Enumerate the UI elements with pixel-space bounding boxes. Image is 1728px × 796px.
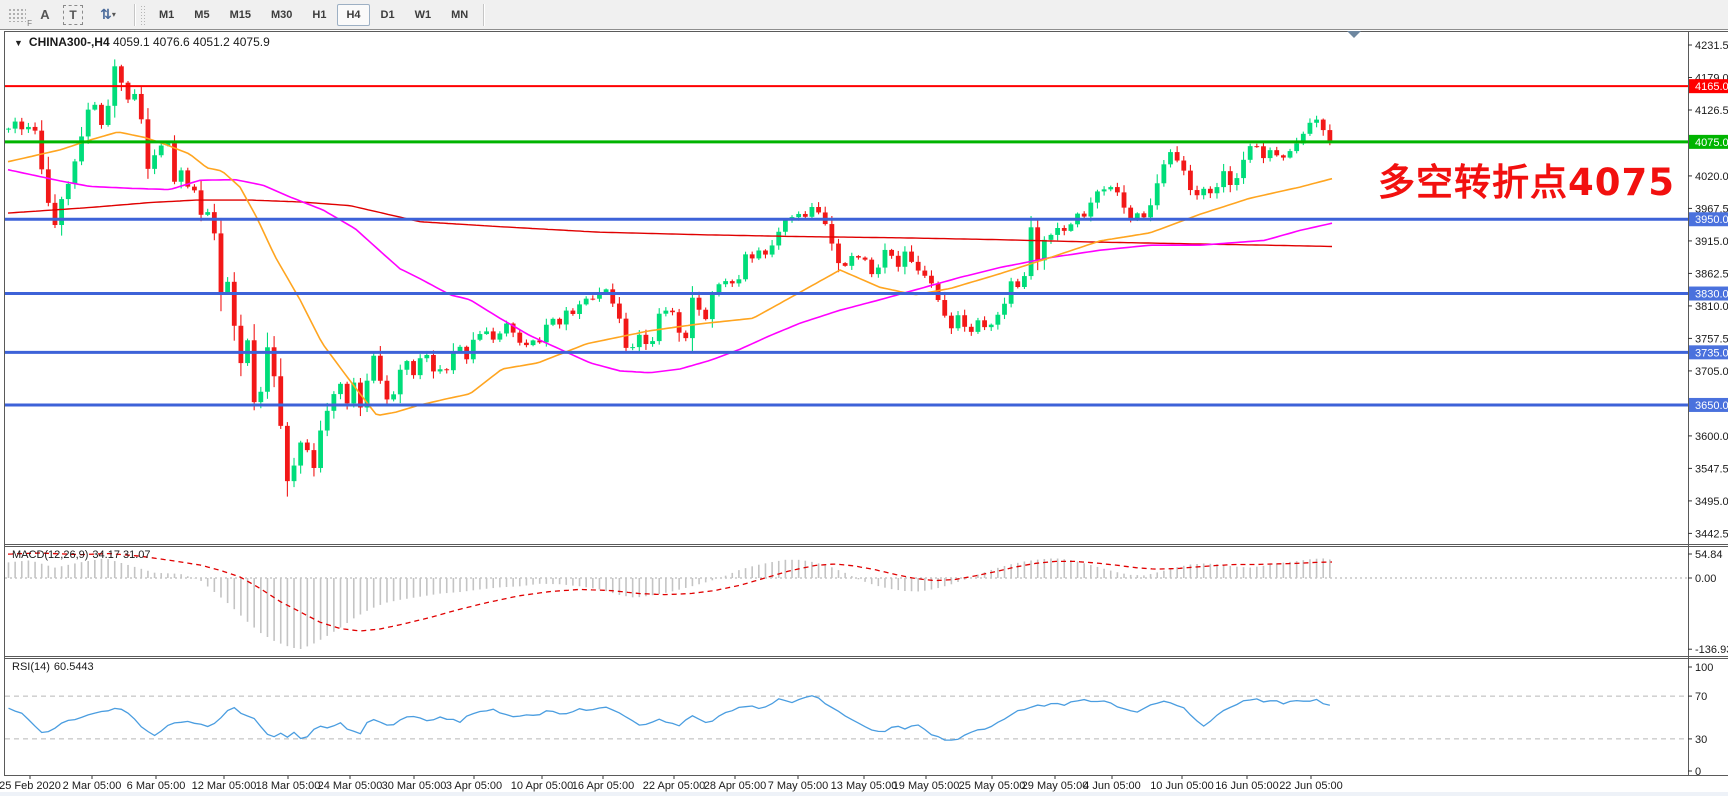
timeframe-button-m5[interactable]: M5 [185,4,218,26]
chart-canvas[interactable]: 4231.54179.04126.54020.03967.53915.03862… [0,30,1728,796]
candles-layer [6,59,1333,497]
timeframe-button-h1[interactable]: H1 [303,4,335,26]
time-axis: 25 Feb 2020 2 Mar 05:00 6 Mar 05:00 12 Mar … [0,776,1343,792]
text-tool-icon: T [63,4,83,25]
macd-axis-label: -136.93 [1695,644,1728,656]
price-tick-label: 3547.5 [1695,463,1728,475]
price-tag-label: 4075.0 [1695,137,1728,149]
price-axis: 4231.54179.04126.54020.03967.53915.03862… [1688,40,1728,540]
timeframe-button-h4[interactable]: H4 [337,3,370,26]
price-tag-label: 3650.0 [1695,400,1728,412]
price-tag-4165.0 [1689,79,1728,94]
ma-mid-magenta-line [7,168,1333,374]
time-tick-label: 7 May 05:00 [768,780,829,792]
rsi-pane[interactable]: 100 70 30 0 [5,662,1713,778]
price-tag-3950.0 [1689,212,1728,227]
macd-axis-label: 0.00 [1695,573,1716,585]
macd-name: MACD(12,26,9) [12,549,89,561]
rsi-name: RSI(14) [12,661,50,673]
time-tick-label: 28 Apr 05:00 [704,780,766,792]
ohlc-values: 4059.1 4076.6 4051.2 4075.9 [112,35,270,49]
timeframe-button-w1[interactable]: W1 [406,4,441,26]
macd-pane[interactable]: 54.84 0.00 -136.93 [5,549,1728,656]
rsi-line [8,695,1331,741]
chevron-down-icon: ▾ [111,10,116,19]
price-tag-3650.0 [1689,397,1728,412]
price-tick-label: 3757.5 [1695,333,1728,345]
time-tick-label: 3 Apr 05:00 [446,780,502,792]
price-tag-label: 3950.0 [1695,214,1728,226]
price-tag-label: 3830.0 [1695,289,1728,301]
time-tick-label: 16 Jun 05:00 [1215,780,1279,792]
chart-title: ▼ CHINA300-,H4 4059.1 4076.6 4051.2 4075.… [14,35,270,49]
timeframe-button-mn[interactable]: MN [442,4,477,26]
macd-axis-label: 54.84 [1695,549,1723,561]
cycle-arrows-button[interactable]: ⇅ ▾ [88,3,128,27]
price-tick-label: 4126.5 [1695,105,1728,117]
time-tick-label: 12 Mar 05:00 [192,780,257,792]
scroll-to-end-icon[interactable] [1347,31,1361,38]
time-tick-label: 24 Mar 05:00 [318,780,383,792]
price-tag-3735.0 [1689,345,1728,360]
price-tag-label: 4165.0 [1695,81,1728,93]
timeframe-button-d1[interactable]: D1 [372,4,404,26]
price-tag-4075.0 [1689,134,1728,149]
rsi-indicator-label: RSI(14) 60.5443 [12,661,94,673]
price-tick-label: 4020.0 [1695,171,1728,183]
time-tick-label: 10 Apr 05:00 [511,780,573,792]
time-tick-label: 2 Mar 05:00 [63,780,122,792]
time-tick-label: 10 Jun 05:00 [1150,780,1214,792]
time-tick-label: 6 Mar 05:00 [127,780,186,792]
timeframe-button-m1[interactable]: M1 [150,4,183,26]
price-tick-label: 3442.5 [1695,528,1728,540]
price-tag-3830.0 [1689,286,1728,301]
rsi-axis-label: 70 [1695,691,1707,703]
time-tick-label: 30 Mar 05:00 [382,780,447,792]
price-tick-label: 3915.0 [1695,236,1728,248]
price-tick-label: 3600.0 [1695,431,1728,443]
price-tick-label: 3810.0 [1695,301,1728,313]
timeframe-button-group: M1 M5 M15 M30 H1 H4 D1 W1 MN [149,3,478,26]
time-tick-label: 25 May 05:00 [959,780,1026,792]
price-tag-label: 3735.0 [1695,347,1728,359]
rsi-axis-label: 100 [1695,662,1713,674]
symbol-label: CHINA300-,H4 [28,35,110,49]
time-tick-label: 16 Apr 05:00 [572,780,634,792]
price-tick-label: 3862.5 [1695,268,1728,280]
toolbar-grip-handle[interactable] [140,4,145,25]
price-tick-label: 3495.0 [1695,496,1728,508]
macd-indicator-label: MACD(12,26,9) 34.17 31.07 [12,549,151,561]
toolbar-separator [483,3,485,26]
timeframe-button-m15[interactable]: M15 [221,4,260,26]
price-tick-label: 4231.5 [1695,40,1728,52]
arrow-tool-button[interactable]: A [40,7,50,22]
rsi-axis-label: 30 [1695,734,1707,746]
cycle-arrows-icon: ⇅ [100,6,112,22]
price-tick-label: 3705.0 [1695,366,1728,378]
grid-dots-icon [8,7,32,28]
ma-slow-red-line [7,199,1333,248]
time-tick-label: 4 Jun 05:00 [1083,780,1141,792]
ma-fast-orange-line [7,131,1333,416]
symbol-dropdown-icon[interactable]: ▼ [14,38,23,48]
rsi-axis-label: 0 [1695,766,1701,778]
statusbar-strip [0,792,1728,796]
time-tick-label: 22 Jun 05:00 [1279,780,1343,792]
text-tool-button[interactable]: T [60,3,86,27]
time-tick-label: 18 Mar 05:00 [256,780,321,792]
rsi-value: 60.5443 [53,661,94,673]
time-tick-label: 29 May 05:00 [1022,780,1089,792]
timeframe-button-m30[interactable]: M30 [262,4,301,26]
time-tick-label: 19 May 05:00 [893,780,960,792]
time-tick-label: 13 May 05:00 [831,780,898,792]
toolbar-separator [134,3,135,26]
chart-grid-icon[interactable] [4,3,32,28]
macd-values: 34.17 31.07 [92,549,151,561]
time-tick-label: 25 Feb 2020 [0,780,61,792]
chart-text-annotation[interactable]: 多空转折点4075 [1378,161,1675,204]
time-tick-label: 22 Apr 05:00 [643,780,705,792]
